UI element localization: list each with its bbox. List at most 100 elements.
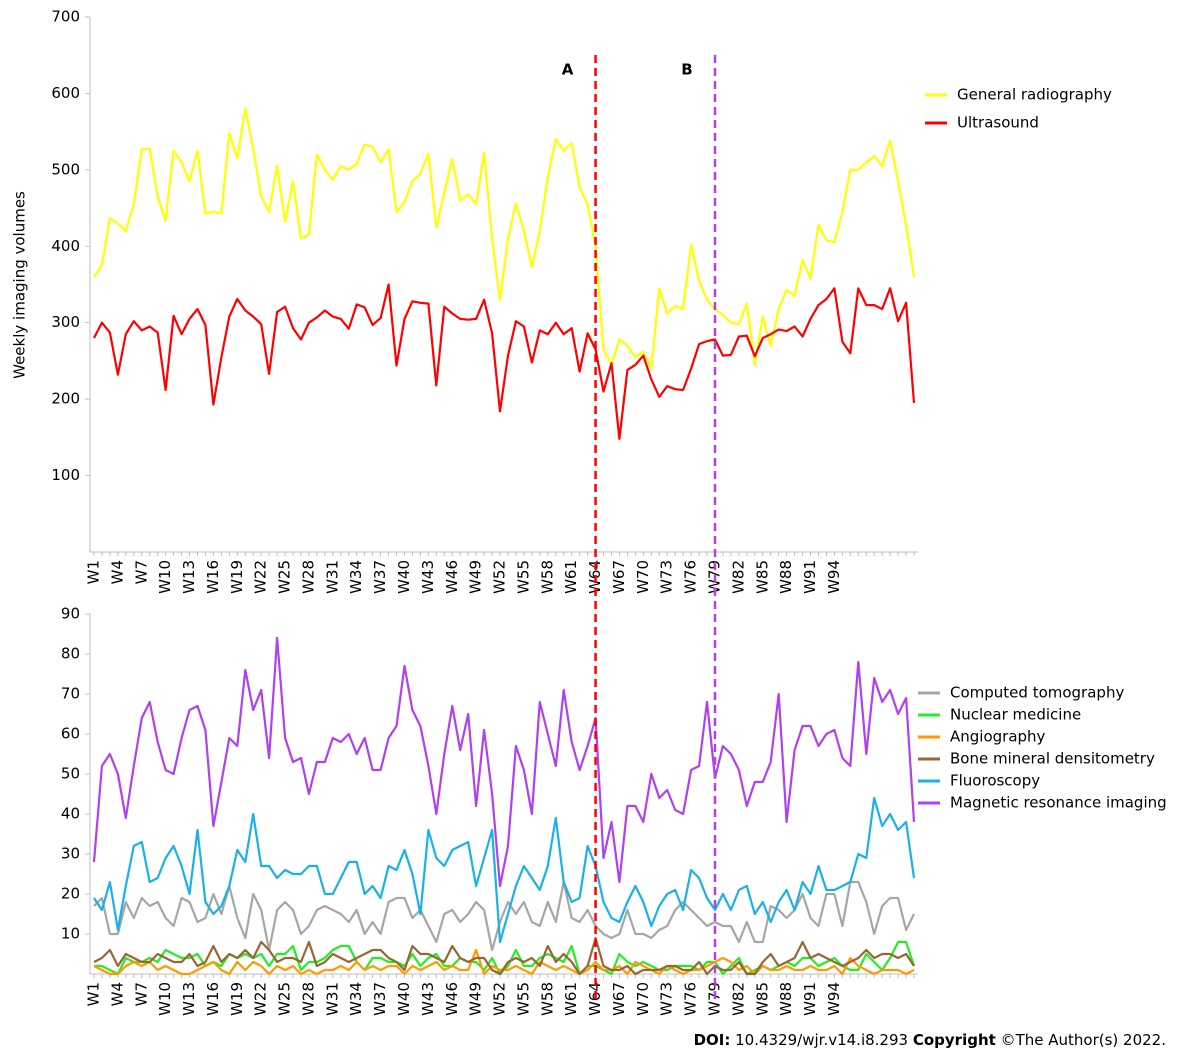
x-tick-label: W70 — [634, 560, 652, 594]
x-tick-label: W25 — [276, 982, 294, 1016]
x-tick-label: W16 — [204, 560, 222, 594]
x-tick-label: W28 — [299, 560, 317, 594]
x-tick-label: W67 — [610, 982, 628, 1016]
x-tick-label: W82 — [729, 982, 747, 1016]
series-line — [93, 948, 915, 976]
x-tick-label: W88 — [777, 982, 795, 1016]
x-tick-label: W61 — [562, 982, 580, 1016]
x-tick-label: W31 — [323, 560, 341, 594]
x-tick-label: W70 — [634, 982, 652, 1016]
x-tick-label: W67 — [610, 560, 628, 594]
x-tick-label: W94 — [825, 982, 843, 1016]
x-tick-label: W91 — [801, 982, 819, 1016]
legend-label: Nuclear medicine — [950, 706, 1081, 724]
y-tick-label: 60 — [61, 725, 80, 743]
y-tick-label: 100 — [51, 466, 80, 484]
x-tick-label: W1 — [84, 560, 102, 584]
x-tick-label: W19 — [228, 560, 246, 594]
y-tick-label: 400 — [51, 237, 80, 255]
series-line — [93, 796, 916, 944]
legend-label: Magnetic resonance imaging — [950, 794, 1167, 812]
x-tick-label: W85 — [753, 982, 771, 1016]
x-tick-label: W34 — [347, 560, 365, 594]
series-line — [93, 283, 916, 440]
x-tick-label: W16 — [204, 982, 222, 1016]
x-tick-label: W10 — [156, 560, 174, 594]
series-line — [93, 936, 915, 976]
series-line — [93, 880, 915, 952]
legend-label: Ultrasound — [957, 114, 1039, 132]
x-tick-label: W88 — [777, 560, 795, 594]
x-tick-label: W73 — [658, 560, 676, 594]
x-tick-label: W4 — [108, 982, 126, 1006]
x-tick-label: W34 — [347, 982, 365, 1016]
y-tick-label: 700 — [51, 8, 80, 26]
x-tick-label: W85 — [753, 560, 771, 594]
x-tick-label: W82 — [729, 560, 747, 594]
x-tick-label: W22 — [252, 560, 270, 594]
series-line — [92, 636, 916, 888]
x-tick-label: W37 — [371, 560, 389, 594]
series-line — [93, 107, 916, 370]
x-tick-label: W58 — [538, 560, 556, 594]
y-tick-label: 40 — [61, 805, 80, 823]
x-tick-label: W25 — [276, 560, 294, 594]
y-tick-label: 50 — [61, 765, 80, 783]
x-tick-label: W46 — [443, 560, 461, 594]
x-tick-label: W73 — [658, 982, 676, 1016]
doi-label: DOI: — [694, 1031, 731, 1049]
x-tick-label: W58 — [538, 982, 556, 1016]
x-tick-label: W49 — [467, 560, 485, 594]
x-tick-label: W76 — [682, 982, 700, 1016]
x-tick-label: W28 — [299, 982, 317, 1016]
legend-label: Angiography — [950, 728, 1046, 746]
x-tick-label: W31 — [323, 982, 341, 1016]
x-tick-label: W61 — [562, 560, 580, 594]
x-tick-label: W13 — [180, 560, 198, 594]
y-tick-label: 90 — [61, 605, 80, 623]
y-axis-label: Weekly imaging volumes — [11, 191, 29, 379]
y-tick-label: 600 — [51, 84, 80, 102]
x-tick-label: W22 — [252, 982, 270, 1016]
x-tick-label: W7 — [132, 560, 150, 584]
event-label: A — [562, 61, 574, 79]
event-label: B — [681, 61, 692, 79]
x-tick-label: W55 — [514, 982, 532, 1016]
x-tick-label: W43 — [419, 982, 437, 1016]
x-tick-label: W49 — [467, 982, 485, 1016]
y-tick-label: 70 — [61, 685, 80, 703]
x-tick-label: W52 — [491, 982, 509, 1016]
x-tick-label: W4 — [108, 560, 126, 584]
x-tick-label: W91 — [801, 560, 819, 594]
y-tick-label: 300 — [51, 313, 80, 331]
x-tick-label: W10 — [156, 982, 174, 1016]
doi: 10.4329/wjr.v14.i8.293 — [735, 1031, 908, 1049]
legend-label: Bone mineral densitometry — [950, 750, 1155, 768]
x-tick-label: W13 — [180, 982, 198, 1016]
x-tick-label: W37 — [371, 982, 389, 1016]
copyright: ©The Author(s) 2022. — [1001, 1031, 1166, 1049]
copyright-label: Copyright — [913, 1031, 996, 1049]
legend-label: Computed tomography — [950, 684, 1124, 702]
x-tick-label: W1 — [84, 982, 102, 1006]
y-tick-label: 200 — [51, 390, 80, 408]
y-tick-label: 10 — [61, 925, 80, 943]
x-tick-label: W94 — [825, 560, 843, 594]
x-tick-label: W43 — [419, 560, 437, 594]
legend-label: Fluoroscopy — [950, 772, 1040, 790]
x-tick-label: W19 — [228, 982, 246, 1016]
x-tick-label: W7 — [132, 982, 150, 1006]
x-tick-label: W55 — [514, 560, 532, 594]
y-tick-label: 20 — [61, 885, 80, 903]
x-tick-label: W52 — [491, 560, 509, 594]
x-tick-label: W76 — [682, 560, 700, 594]
y-tick-label: 30 — [61, 845, 80, 863]
y-tick-label: 80 — [61, 645, 80, 663]
y-tick-label: 500 — [51, 160, 80, 178]
x-tick-label: W46 — [443, 982, 461, 1016]
footer: DOI: 10.4329/wjr.v14.i8.293 Copyright ©T… — [694, 1031, 1166, 1049]
x-tick-label: W40 — [395, 560, 413, 594]
legend-label: General radiography — [957, 86, 1112, 104]
x-tick-label: W40 — [395, 982, 413, 1016]
